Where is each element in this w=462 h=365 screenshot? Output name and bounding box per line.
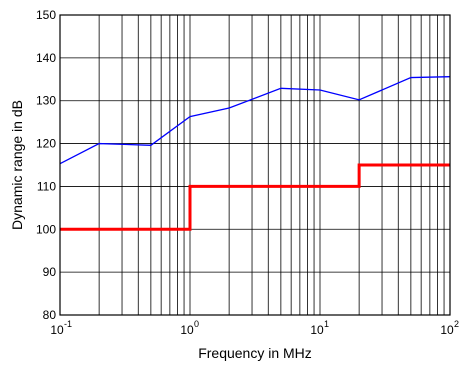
y-tick-label: 90	[43, 265, 57, 279]
x-tick-exponent: 2	[454, 319, 459, 329]
x-tick-exponent: 1	[324, 319, 329, 329]
x-axis-label: Frequency in MHz	[198, 345, 312, 361]
plot-frame	[59, 14, 451, 316]
y-tick-label: 80	[43, 308, 57, 322]
y-tick-label: 140	[36, 51, 56, 65]
x-tick-label: 10	[440, 323, 454, 337]
y-tick-label: 100	[36, 222, 56, 236]
x-tick-label: 10	[180, 323, 194, 337]
y-axis-label: Dynamic range in dB	[9, 100, 25, 230]
y-tick-label: 120	[36, 137, 56, 151]
x-tick-label: 10	[310, 323, 324, 337]
y-tick-label: 150	[36, 8, 56, 22]
grid	[59, 14, 451, 316]
y-tick-label: 130	[36, 94, 56, 108]
series-line-1	[59, 76, 451, 165]
y-tick-label: 110	[37, 179, 56, 193]
x-tick-exponent: 0	[194, 319, 199, 329]
x-tick-label: 10	[50, 323, 64, 337]
series-layer	[59, 76, 451, 231]
x-tick-exponent: -1	[64, 319, 72, 329]
series-line-2	[60, 163, 450, 231]
